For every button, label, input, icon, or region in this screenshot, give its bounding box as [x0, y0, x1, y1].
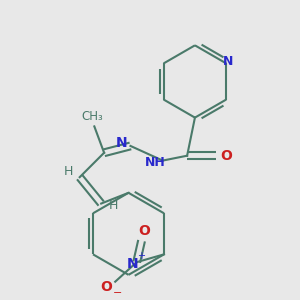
Text: N: N — [116, 136, 127, 150]
Text: NH: NH — [145, 156, 165, 169]
Text: −: − — [112, 288, 122, 298]
Text: N: N — [223, 55, 233, 68]
Text: +: + — [136, 251, 145, 261]
Text: O: O — [139, 224, 150, 238]
Text: CH₃: CH₃ — [82, 110, 103, 123]
Text: O: O — [220, 149, 232, 163]
Text: N: N — [127, 257, 139, 271]
Text: H: H — [63, 165, 73, 178]
Text: O: O — [100, 280, 112, 294]
Text: H: H — [109, 199, 119, 212]
